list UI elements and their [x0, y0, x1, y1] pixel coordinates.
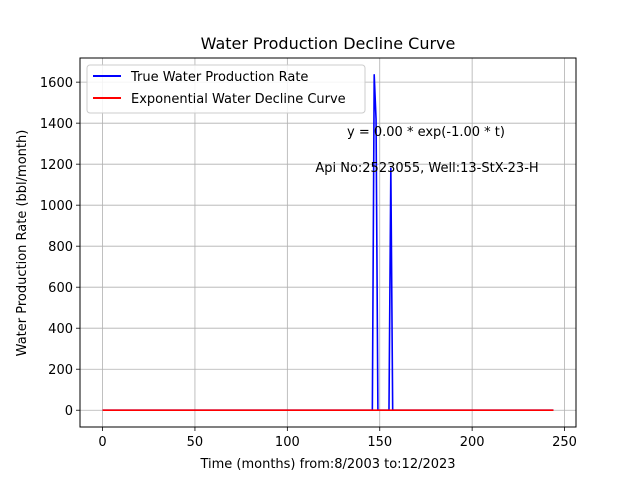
- x-tick-label: 0: [98, 435, 106, 450]
- x-tick-label: 200: [460, 435, 485, 450]
- y-tick-label: 600: [48, 281, 73, 296]
- y-tick-label: 1600: [40, 76, 73, 91]
- legend-label-true-rate: True Water Production Rate: [130, 70, 308, 85]
- y-tick-label: 1400: [40, 117, 73, 132]
- x-tick-label: 100: [275, 435, 300, 450]
- x-tick-label: 50: [187, 435, 204, 450]
- legend: True Water Production Rate Exponential W…: [86, 64, 366, 114]
- legend-label-exponential: Exponential Water Decline Curve: [131, 92, 346, 107]
- legend-box: [86, 64, 366, 114]
- y-tick-label: 1000: [40, 199, 73, 214]
- y-tick-label: 1200: [40, 158, 73, 173]
- x-tick-label: 150: [367, 435, 392, 450]
- axis-ticks: 0 50 100 150 200 250 0 200 400 600 800 1000 1200 1400…: [40, 76, 577, 450]
- y-tick-label: 200: [48, 363, 73, 378]
- y-tick-label: 800: [48, 240, 73, 255]
- plot-lines: [102, 73, 554, 412]
- y-axis-title: Water Production Rate (bbl/month): [15, 130, 30, 357]
- chart-title: Water Production Decline Curve: [201, 34, 456, 53]
- x-axis-title: Time (months) from:8/2003 to:12/2023: [199, 457, 455, 472]
- x-tick-label: 250: [552, 435, 577, 450]
- y-tick-label: 400: [48, 322, 73, 337]
- equation-annotation: y = 0.00 * exp(-1.00 * t): [347, 125, 505, 140]
- well-annotation: Api No:2523055, Well:13-StX-23-H: [315, 161, 538, 176]
- plot-frame: [79, 57, 577, 428]
- y-tick-label: 0: [65, 404, 73, 419]
